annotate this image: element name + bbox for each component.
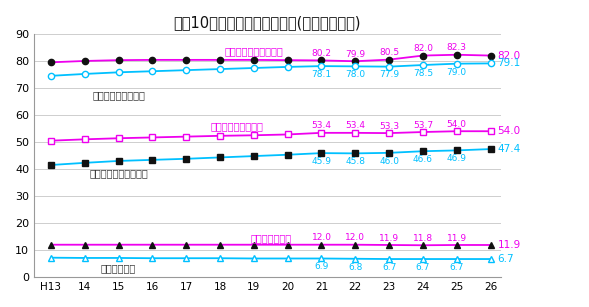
Text: 82.3: 82.3 xyxy=(446,43,466,52)
Text: 47.4: 47.4 xyxy=(498,144,521,154)
Text: 80.5: 80.5 xyxy=(379,48,399,57)
Text: 79.9: 79.9 xyxy=(345,50,365,59)
Text: 45.9: 45.9 xyxy=(312,157,332,166)
Text: 12.0: 12.0 xyxy=(345,233,365,242)
Text: 6.7: 6.7 xyxy=(449,263,464,272)
Text: 6.7: 6.7 xyxy=(382,263,396,272)
Text: 78.1: 78.1 xyxy=(312,70,332,79)
Text: 53.7: 53.7 xyxy=(413,121,433,130)
Text: 53.3: 53.3 xyxy=(379,122,399,131)
Text: 歯科診療所（熊本県）: 歯科診療所（熊本県） xyxy=(89,168,148,178)
Text: 歯科診療所（全国）: 歯科診療所（全国） xyxy=(210,121,263,131)
Text: 53.4: 53.4 xyxy=(345,121,365,130)
Text: 46.9: 46.9 xyxy=(446,154,466,163)
Text: 6.8: 6.8 xyxy=(348,262,362,272)
Text: 11.9: 11.9 xyxy=(446,234,467,243)
Text: 46.0: 46.0 xyxy=(379,157,399,166)
Text: 82.0: 82.0 xyxy=(413,44,433,53)
Text: 病院（全国）: 病院（全国） xyxy=(101,263,136,273)
Text: 6.7: 6.7 xyxy=(416,263,430,272)
Text: 11.9: 11.9 xyxy=(498,240,521,250)
Text: 78.0: 78.0 xyxy=(345,70,365,79)
Text: 11.8: 11.8 xyxy=(413,234,433,243)
Text: 46.6: 46.6 xyxy=(413,155,433,164)
Text: 82.0: 82.0 xyxy=(498,51,521,60)
Text: 11.9: 11.9 xyxy=(379,234,399,243)
Text: 12.0: 12.0 xyxy=(312,233,332,242)
Text: 病院（熊本県）: 病院（熊本県） xyxy=(250,233,292,243)
Text: 6.7: 6.7 xyxy=(498,254,514,264)
Text: 53.4: 53.4 xyxy=(312,121,332,130)
Text: 78.5: 78.5 xyxy=(413,69,433,78)
Text: 79.0: 79.0 xyxy=(446,68,467,76)
Text: 80.2: 80.2 xyxy=(312,49,332,58)
Text: 一般診療所（全国）: 一般診療所（全国） xyxy=(92,90,145,100)
Text: 54.0: 54.0 xyxy=(446,120,466,129)
Text: 45.8: 45.8 xyxy=(345,157,365,166)
Text: 6.9: 6.9 xyxy=(315,262,329,271)
Text: 77.9: 77.9 xyxy=(379,71,399,80)
Title: 人口10万対医療施設数の推移(全国－熊本県): 人口10万対医療施設数の推移(全国－熊本県) xyxy=(174,15,361,30)
Text: 79.1: 79.1 xyxy=(498,58,521,68)
Text: 一般診療所（熊本県）: 一般診療所（熊本県） xyxy=(224,46,283,56)
Text: 54.0: 54.0 xyxy=(498,126,521,136)
